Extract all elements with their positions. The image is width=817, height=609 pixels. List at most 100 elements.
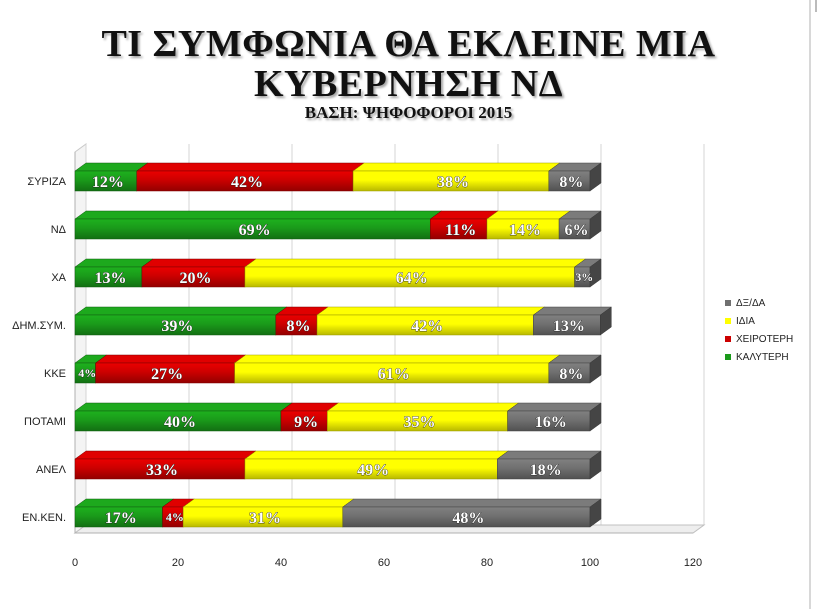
bar-segment	[74, 306, 288, 336]
category-label: ΣΥΡΙΖΑ	[27, 176, 66, 188]
category-label: ΚΚΕ	[44, 368, 66, 380]
bar-segment	[548, 162, 602, 192]
bar-top-face	[182, 498, 355, 508]
bar-side-face	[589, 498, 602, 528]
data-label: 3%	[575, 270, 593, 284]
data-label: 35%	[403, 414, 435, 431]
data-label: 42%	[231, 174, 263, 191]
bar-segment	[74, 402, 293, 432]
category-label: ΕΝ.ΚΕΝ.	[22, 512, 66, 524]
bar-side-face	[589, 354, 602, 384]
bar-segment	[506, 402, 602, 432]
category-label: ΑΝΕΛ	[36, 464, 67, 476]
data-label: 4%	[166, 510, 184, 524]
data-label: 12%	[92, 174, 124, 191]
slide-border	[809, 0, 811, 609]
legend-entry: ΧΕΙΡΟΤΕΡΗ	[736, 334, 793, 345]
data-label: 31%	[249, 510, 281, 527]
data-label: 38%	[437, 174, 469, 191]
bar-top-face	[316, 306, 546, 316]
bar-top-face	[486, 210, 571, 220]
data-label: 64%	[396, 270, 428, 287]
bar-side-face	[589, 258, 602, 288]
data-label: 49%	[357, 462, 389, 479]
data-label: 11%	[445, 222, 476, 239]
data-label: 4%	[78, 366, 96, 380]
data-label: 48%	[452, 510, 484, 527]
data-label: 13%	[94, 270, 126, 287]
bar-side-face	[589, 450, 602, 480]
bar-top-face	[141, 258, 257, 268]
data-label: 9%	[294, 414, 318, 431]
data-label: 18%	[530, 462, 562, 479]
data-label: 17%	[105, 510, 137, 527]
bar-segment	[558, 210, 602, 240]
data-label: 8%	[559, 174, 583, 191]
legend-swatch	[725, 300, 731, 306]
bar-segment	[548, 354, 602, 384]
bar-top-face	[233, 354, 561, 364]
bar-top-face	[74, 450, 257, 460]
bar-top-face	[244, 258, 587, 268]
bar-side-face	[589, 162, 602, 192]
bar-segment	[136, 162, 365, 192]
category-label: ΧΑ	[51, 272, 66, 284]
slide-border-top	[815, 0, 817, 12]
bar-top-face	[429, 210, 499, 220]
bar-top-face	[94, 354, 247, 364]
data-label: 6%	[565, 222, 589, 239]
x-tick-label: 40	[275, 557, 287, 569]
bar-segment	[496, 450, 602, 480]
legend-entry: ΔΞ/ΔΑ	[736, 298, 766, 309]
x-tick-label: 60	[378, 557, 390, 569]
data-label: 8%	[286, 318, 310, 335]
chart-subtitle: ΒΑΣΗ: ΨΗΦΟΦΟΡΟΙ 2015	[304, 103, 513, 122]
bar-top-face	[74, 498, 175, 508]
category-label: ΝΔ	[51, 224, 67, 236]
chart-title-line1: ΤΙ ΣΥΜΦΩΝΙΑ ΘΑ ΕΚΛΕΙΝΕ ΜΙΑ	[101, 23, 716, 65]
bar-top-face	[532, 306, 613, 316]
bar-side-face	[600, 306, 612, 336]
data-label: 27%	[151, 366, 183, 383]
data-label: 13%	[553, 318, 585, 335]
legend-swatch	[725, 354, 731, 360]
data-label: 33%	[146, 462, 178, 479]
bar-top-face	[326, 402, 520, 412]
x-tick-label: 120	[684, 557, 702, 569]
legend-entry: ΙΔΙΑ	[736, 316, 755, 327]
chart-title-line2: ΚΥΒΕΡΝΗΣΗ ΝΔ	[253, 63, 564, 105]
data-label: 20%	[179, 270, 211, 287]
bar-top-face	[506, 402, 602, 412]
bar-top-face	[352, 162, 561, 172]
data-label: 61%	[378, 366, 410, 383]
bar-top-face	[136, 162, 365, 172]
data-label: 16%	[535, 414, 567, 431]
bar-top-face	[244, 450, 510, 460]
legend-swatch	[725, 336, 731, 342]
bar-top-face	[74, 210, 443, 220]
bar-segment	[573, 258, 602, 288]
bar-segment	[486, 210, 571, 240]
bar-top-face	[342, 498, 602, 508]
x-tick-label: 20	[172, 557, 184, 569]
data-label: 42%	[411, 318, 443, 335]
bar-top-face	[496, 450, 602, 460]
bar-top-face	[74, 258, 154, 268]
category-label: ΠΟΤΑΜΙ	[24, 416, 66, 428]
data-label: 14%	[509, 222, 541, 239]
category-label: ΔΗΜ.ΣΥΜ.	[12, 320, 66, 332]
x-tick-label: 0	[72, 557, 78, 569]
data-label: 39%	[161, 318, 193, 335]
bar-segment	[233, 354, 561, 384]
bar-top-face	[74, 402, 293, 412]
x-tick-label: 80	[481, 557, 493, 569]
legend-swatch	[725, 318, 731, 324]
bar-segment	[532, 306, 613, 336]
x-tick-label: 100	[581, 557, 599, 569]
data-label: 8%	[559, 366, 583, 383]
bar-top-face	[74, 162, 149, 172]
legend-entry: ΚΑΛΥΤΕΡΗ	[736, 352, 789, 363]
bar-side-face	[589, 210, 602, 240]
data-label: 69%	[239, 222, 271, 239]
